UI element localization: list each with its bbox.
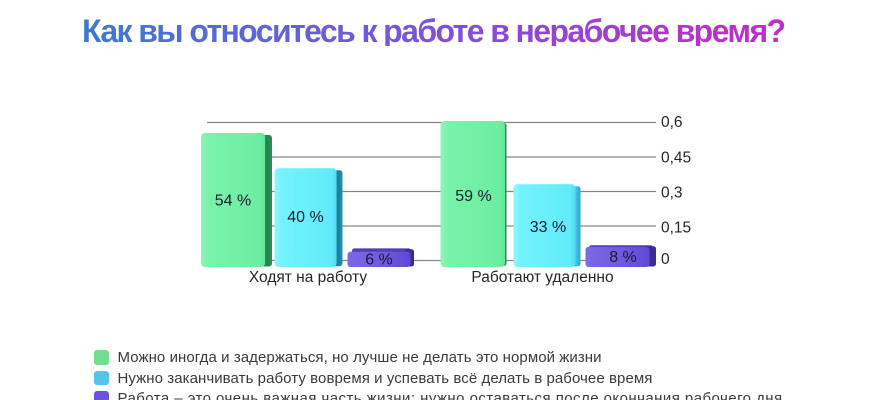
svg-text:40 %: 40 % — [287, 209, 323, 226]
svg-text:33 %: 33 % — [530, 219, 566, 236]
svg-text:Работают удаленно: Работают удаленно — [471, 269, 613, 286]
svg-text:6 %: 6 % — [365, 252, 393, 269]
svg-text:59 %: 59 % — [455, 188, 491, 205]
svg-text:54 %: 54 % — [215, 193, 251, 210]
svg-text:0,3: 0,3 — [661, 185, 683, 202]
svg-text:0,45: 0,45 — [661, 150, 691, 167]
svg-text:0,6: 0,6 — [661, 114, 683, 131]
svg-text:0,15: 0,15 — [661, 220, 691, 237]
svg-text:8 %: 8 % — [609, 249, 637, 266]
svg-text:Ходят на работу: Ходят на работу — [249, 269, 367, 286]
svg-text:0: 0 — [661, 251, 670, 268]
